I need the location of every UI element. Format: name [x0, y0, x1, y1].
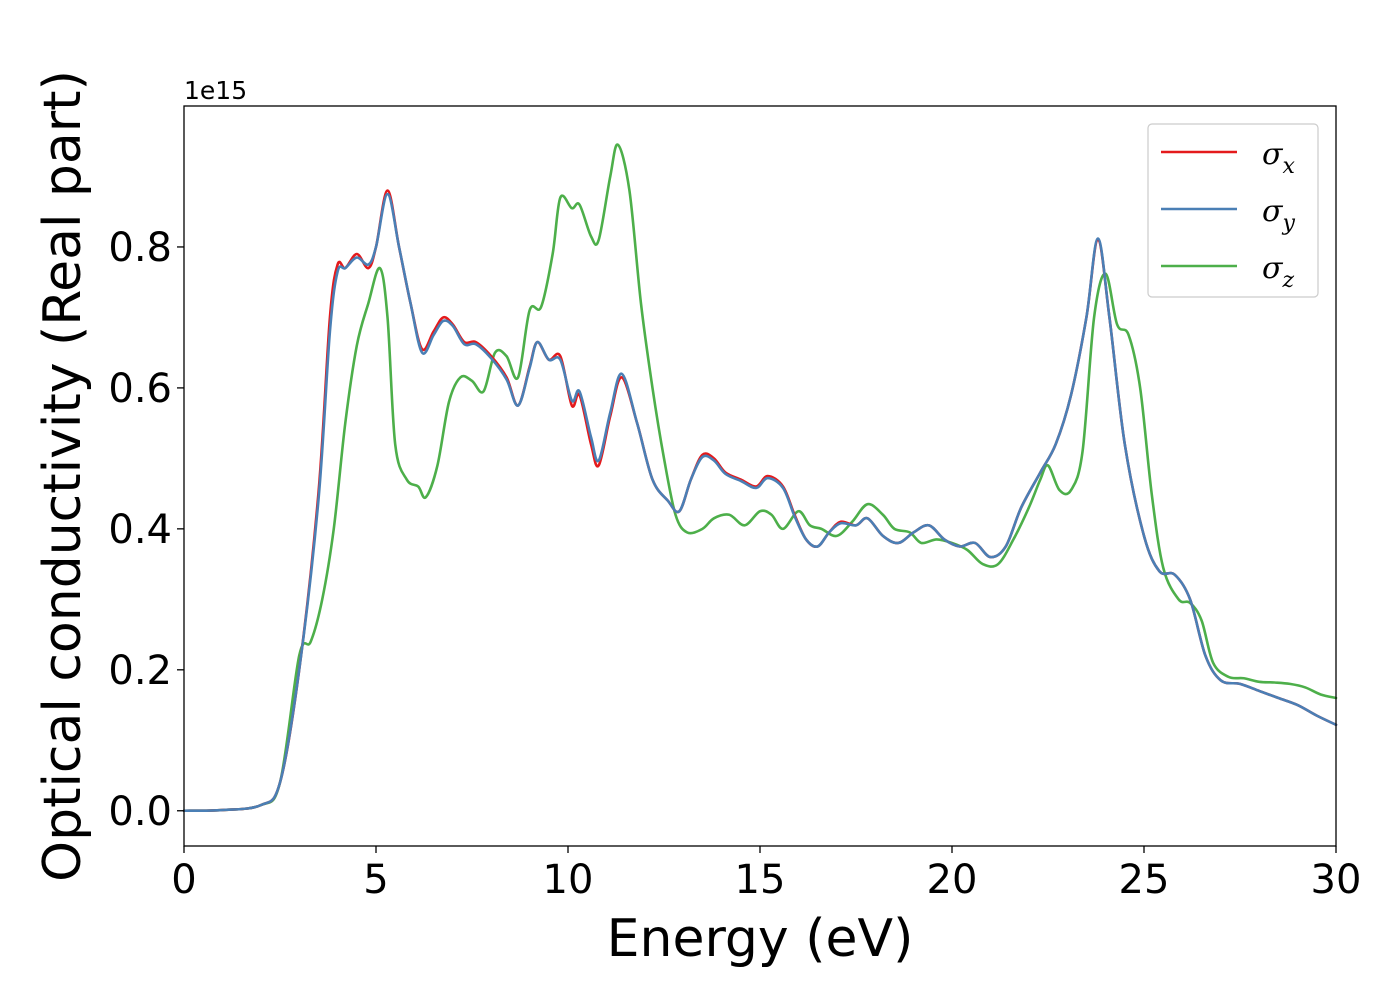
series-layer	[182, 143, 1338, 813]
x-axis-ticks: 0 5 10 15 20 25 30	[171, 846, 1361, 903]
x-tick-label: 20	[927, 857, 978, 903]
series-line-sigma-z	[182, 143, 1338, 813]
y-axis-ticks: 0.0 0.2 0.4 0.6 0.8	[108, 225, 184, 835]
y-tick-label: 0.2	[108, 648, 172, 694]
x-axis-label: Energy (eV)	[607, 909, 914, 969]
legend-box	[1147, 123, 1319, 298]
x-tick-label: 15	[735, 857, 786, 903]
y-tick-label: 0.0	[108, 789, 172, 835]
legend-subscript: x	[1282, 154, 1295, 179]
y-tick-label: 0.4	[108, 507, 172, 553]
y-offset-label: 1e15	[184, 76, 247, 105]
x-tick-label: 0	[171, 857, 196, 903]
x-tick-label: 30	[1311, 857, 1362, 903]
y-tick-label: 0.6	[108, 366, 172, 412]
x-tick-label: 5	[363, 857, 388, 903]
y-tick-label: 0.8	[108, 225, 172, 271]
legend-subscript: z	[1281, 268, 1294, 293]
series-line-sigma-y	[182, 192, 1338, 813]
x-tick-label: 25	[1119, 857, 1170, 903]
legend-subscript: y	[1281, 211, 1295, 236]
y-axis-label: Optical conductivity (Real part)	[33, 70, 93, 882]
x-tick-label: 10	[543, 857, 594, 903]
